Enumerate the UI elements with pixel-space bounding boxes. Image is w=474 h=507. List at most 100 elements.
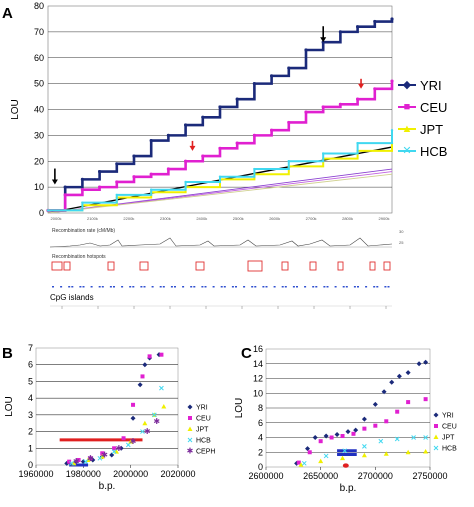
data-point-hcb <box>46 209 50 212</box>
data-point-ceu <box>356 97 360 101</box>
data-point-ceu <box>88 456 93 461</box>
data-point-ceph: ✱ <box>73 457 80 466</box>
data-point-yri <box>130 415 136 421</box>
ytick-label: 8 <box>258 403 263 413</box>
data-point-hcb-stroke <box>423 435 428 440</box>
data-point-hcb <box>287 160 290 163</box>
data-point-hcb-stroke <box>394 436 400 442</box>
xtick-label-a: 2900k <box>379 216 390 221</box>
data-point-ceu <box>235 141 239 145</box>
data-point-hcb <box>184 180 187 184</box>
legend-marker <box>188 416 192 420</box>
legend-label: YRI <box>420 78 442 93</box>
data-point-ceu <box>166 167 170 171</box>
arrow-head <box>51 179 58 185</box>
data-point-hcb-stroke <box>159 385 164 391</box>
recombination-rate-label: Recombination rate (cM/Mb) <box>52 228 115 234</box>
data-point-jpt <box>383 451 389 456</box>
ytick-label-a: 40 <box>34 105 44 115</box>
data-point-hcb <box>390 129 394 132</box>
data-point-yri <box>184 123 188 127</box>
cpg-dot <box>170 286 173 288</box>
hotspot-box <box>369 261 376 271</box>
data-point-ceu <box>423 397 428 402</box>
ytick-label-a: 30 <box>34 130 44 140</box>
data-point-ceu <box>100 451 105 456</box>
series-hcb-a <box>46 129 394 212</box>
data-point-jpt <box>405 449 411 455</box>
recombination-hotspots-label: Recombination hotspots <box>52 254 106 260</box>
ytick-label: 2 <box>28 427 33 437</box>
hotspot-box <box>107 261 115 271</box>
data-point-jpt <box>142 420 148 426</box>
data-point-yri <box>334 432 340 438</box>
ytick-label: 1 <box>28 443 33 453</box>
legend-label: CEU <box>196 416 211 423</box>
legend-label: HCB <box>196 438 211 445</box>
cpg-dot <box>357 286 359 288</box>
data-point-yri <box>353 427 359 433</box>
ytick-label-a: 80 <box>34 1 44 11</box>
cpg-dot <box>201 286 204 288</box>
panel-c-chart: 0 2 4 6 8 10 12 14 16 2600000 2650000 2700000 275000… <box>234 344 448 494</box>
legend-marker: ◆ <box>403 79 412 91</box>
cpg-dot <box>326 286 329 288</box>
data-point-yri <box>270 74 274 78</box>
data-point-yri <box>235 97 239 101</box>
plot-area <box>35 347 179 466</box>
rate-tick-mid: 25 <box>399 240 404 245</box>
data-point-hcb-stroke <box>323 453 329 459</box>
data-point-yri <box>218 105 222 109</box>
cpg-dot <box>262 286 265 288</box>
legend-item-jpt: JPT <box>433 434 455 442</box>
arrow-head <box>189 145 196 151</box>
legend-label: JPT <box>196 427 209 434</box>
annotation-arrow-red <box>189 140 196 151</box>
cpg-dot <box>193 286 196 288</box>
data-point-ceu <box>140 374 145 379</box>
cpg-dot <box>109 286 112 288</box>
data-point-yri <box>132 154 136 158</box>
data-point-hcb <box>115 193 119 197</box>
data-point-yri <box>381 389 387 395</box>
cpg-dot <box>273 286 276 288</box>
data-point-ceph: ✱ <box>144 427 151 436</box>
data-point-ceu <box>340 434 345 439</box>
ytick-label: 5 <box>28 376 33 386</box>
arrow-head <box>320 37 327 43</box>
data-point-ceu <box>80 188 84 192</box>
cpg-dot <box>235 286 237 288</box>
legend-marker-stroke <box>187 437 193 443</box>
data-point-yri <box>166 133 170 137</box>
legend-label: JPT <box>442 435 455 442</box>
data-point-ceph: ✱ <box>115 444 122 453</box>
ytick-label-a: 10 <box>34 182 44 192</box>
xtick-label: 2600000 <box>248 471 283 481</box>
legend-marker <box>187 426 193 431</box>
legend-label: HCB <box>420 144 447 159</box>
series-ceu <box>67 352 164 464</box>
data-point-yri <box>252 82 256 86</box>
annotation-arrow-red <box>358 78 365 89</box>
xlabel: b.p. <box>340 483 357 494</box>
data-point-yri <box>109 452 115 458</box>
panel-letter-a: A <box>2 5 13 22</box>
legend-item-yri: ◆ YRI <box>398 78 442 93</box>
cpg-dot <box>342 286 345 288</box>
ytick-label: 2 <box>258 447 263 457</box>
cpg-dot <box>365 286 368 288</box>
cpg-dot <box>174 286 176 288</box>
data-point-jpt <box>318 458 324 464</box>
xtick-label: 2650000 <box>303 471 338 481</box>
cpg-dot <box>281 286 284 288</box>
cpg-dot <box>315 286 318 288</box>
highlight-marker <box>342 463 349 468</box>
data-point-ceu <box>184 159 188 163</box>
ytick-label-a: 20 <box>34 156 44 166</box>
genome-tracks: Recombination rate (cM/Mb) 30 25 Recombi… <box>49 228 404 309</box>
xtick-label-a: 2300k <box>160 216 171 221</box>
legend-marker <box>433 434 439 439</box>
legend-marker-stroke <box>433 445 439 451</box>
xtick-label-a: 2400k <box>196 216 207 221</box>
data-point-ceph: ✱ <box>153 417 160 426</box>
